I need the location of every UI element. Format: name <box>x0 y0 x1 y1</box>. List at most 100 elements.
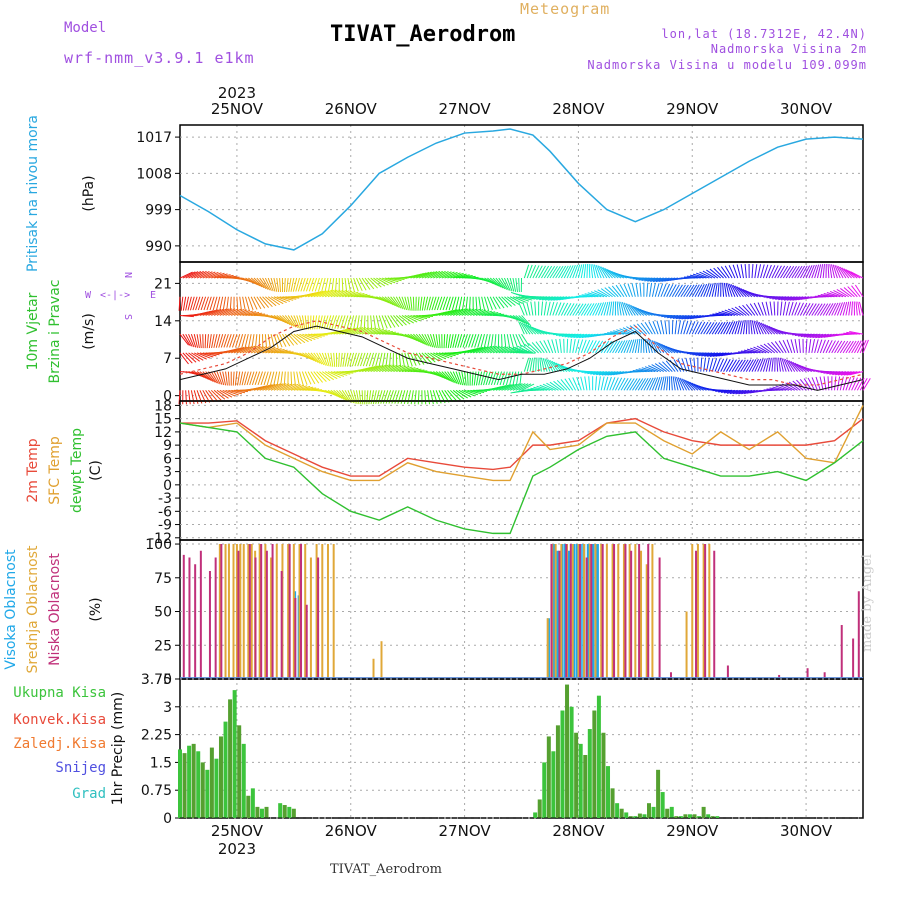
wind-barb <box>691 382 704 391</box>
wind-barb <box>711 282 716 297</box>
wind-barb <box>726 389 741 394</box>
wind-barb <box>356 294 371 298</box>
wind-barb <box>305 291 319 298</box>
wind-barb <box>466 371 469 386</box>
wind-barb <box>843 268 855 279</box>
wind-barb <box>324 277 329 292</box>
y-tick-label: 100 <box>145 537 172 553</box>
wind-barb <box>245 277 258 286</box>
side-label: 10m Vjetar <box>25 292 41 370</box>
wind-barb <box>206 334 209 349</box>
wind-barb <box>475 296 478 311</box>
wind-barb <box>349 315 355 330</box>
wind-barb <box>789 296 804 301</box>
wind-barb <box>455 274 470 279</box>
wind-barb <box>572 377 579 391</box>
wind-barb <box>368 352 374 367</box>
wind-barb <box>282 333 291 347</box>
wind-barb <box>725 283 730 297</box>
wind-barb <box>346 315 352 330</box>
wind-barb <box>836 265 844 279</box>
footer-station: TIVAT_Aerodrom <box>330 862 442 877</box>
wind-barb <box>417 296 420 311</box>
wind-barb <box>314 315 318 330</box>
wind-barb <box>604 287 616 298</box>
wind-barb <box>521 383 535 391</box>
wind-barb <box>228 308 242 316</box>
wind-barb <box>432 334 437 348</box>
wind-barb <box>453 273 467 279</box>
wind-barb <box>393 296 402 309</box>
wind-barb <box>660 283 667 297</box>
wind-barb <box>706 269 719 279</box>
wind-barb <box>581 294 596 298</box>
wind-barb <box>851 340 860 354</box>
wind-barb <box>263 371 269 386</box>
wind-barb <box>205 271 219 279</box>
wind-barb <box>512 383 526 391</box>
wind-barb <box>311 277 318 292</box>
panel-frame <box>179 124 864 263</box>
wind-barb <box>779 301 783 316</box>
wind-barb <box>639 282 642 297</box>
wind-barb <box>518 296 533 301</box>
wind-barb <box>699 271 713 279</box>
wind-barb <box>307 333 322 338</box>
wind-barb <box>244 334 249 348</box>
wind-barb <box>433 352 447 360</box>
wind-barb <box>199 271 213 279</box>
wind-barb <box>725 359 734 372</box>
wind-barb <box>419 296 423 311</box>
wind-barb <box>808 264 815 279</box>
wind-barb <box>769 296 784 299</box>
wind-barb <box>426 296 431 311</box>
wind-barb <box>854 377 862 391</box>
wind-barb <box>179 271 193 279</box>
wind-barb <box>361 327 375 335</box>
wind-barb <box>239 345 253 354</box>
wind-barb <box>219 371 225 386</box>
precip-bar <box>687 814 692 818</box>
wind-barb <box>336 371 351 375</box>
wind-barb <box>459 334 466 348</box>
wind-barb <box>672 314 687 320</box>
wind-barb <box>495 346 509 354</box>
wind-barb <box>681 358 688 372</box>
wind-barb <box>231 346 245 354</box>
wind-barb <box>185 296 190 311</box>
wind-barb <box>470 389 485 394</box>
wind-barb <box>262 277 271 291</box>
wind-barb <box>247 334 252 349</box>
wind-barb <box>665 345 679 354</box>
wind-barb <box>622 327 636 335</box>
wind-barb <box>396 365 410 373</box>
wind-barb <box>483 334 488 348</box>
wind-barb <box>199 334 202 349</box>
wind-barb <box>178 296 181 311</box>
wind-barb <box>771 341 781 354</box>
y-tick-label: 21 <box>154 276 172 292</box>
wind-barb <box>273 315 287 324</box>
wind-barb <box>387 364 401 373</box>
wind-barb <box>807 377 816 391</box>
wind-barb <box>284 315 295 327</box>
wind-barb <box>359 327 372 335</box>
wind-barb <box>551 339 557 354</box>
wind-barb <box>760 322 770 335</box>
wind-barb <box>597 376 601 391</box>
wind-barb <box>563 265 572 279</box>
wind-barb <box>427 352 440 362</box>
wind-barb <box>577 264 583 279</box>
wind-barb <box>398 352 402 367</box>
wind-barb <box>458 389 472 398</box>
wind-barb <box>367 328 381 335</box>
precip-bar <box>633 816 638 818</box>
wind-barb <box>674 320 678 335</box>
wind-barb <box>772 386 787 391</box>
wind-barb <box>229 334 235 348</box>
wind-barb <box>388 352 392 367</box>
wind-barb <box>623 283 631 297</box>
precip-bar <box>710 816 715 818</box>
wind-barb <box>609 377 616 391</box>
wind-barb <box>611 285 622 298</box>
